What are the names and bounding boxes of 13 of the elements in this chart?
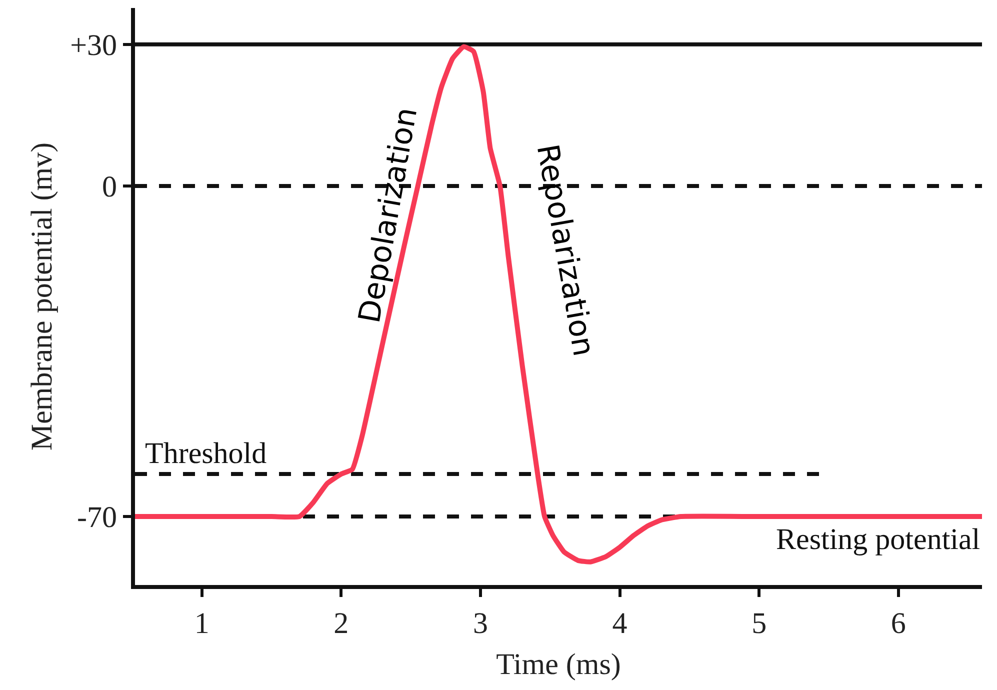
- x-tick-label: 6: [890, 607, 906, 640]
- x-axis-title: Time (ms): [496, 648, 621, 681]
- y-tick-label: -70: [77, 501, 117, 534]
- x-tick-label: 1: [194, 607, 210, 640]
- x-tick-label: 2: [334, 607, 349, 640]
- series-label: Threshold: [145, 437, 267, 470]
- x-tick-label: 3: [472, 607, 488, 640]
- ref-line-label: Resting potential: [776, 523, 980, 556]
- y-axis-title: Membrane potential (mv): [26, 142, 59, 451]
- x-tick-label: 5: [752, 607, 767, 640]
- x-tick-label: 4: [612, 607, 628, 640]
- y-tick-label: +30: [70, 28, 117, 62]
- y-tick-label: 0: [102, 170, 117, 204]
